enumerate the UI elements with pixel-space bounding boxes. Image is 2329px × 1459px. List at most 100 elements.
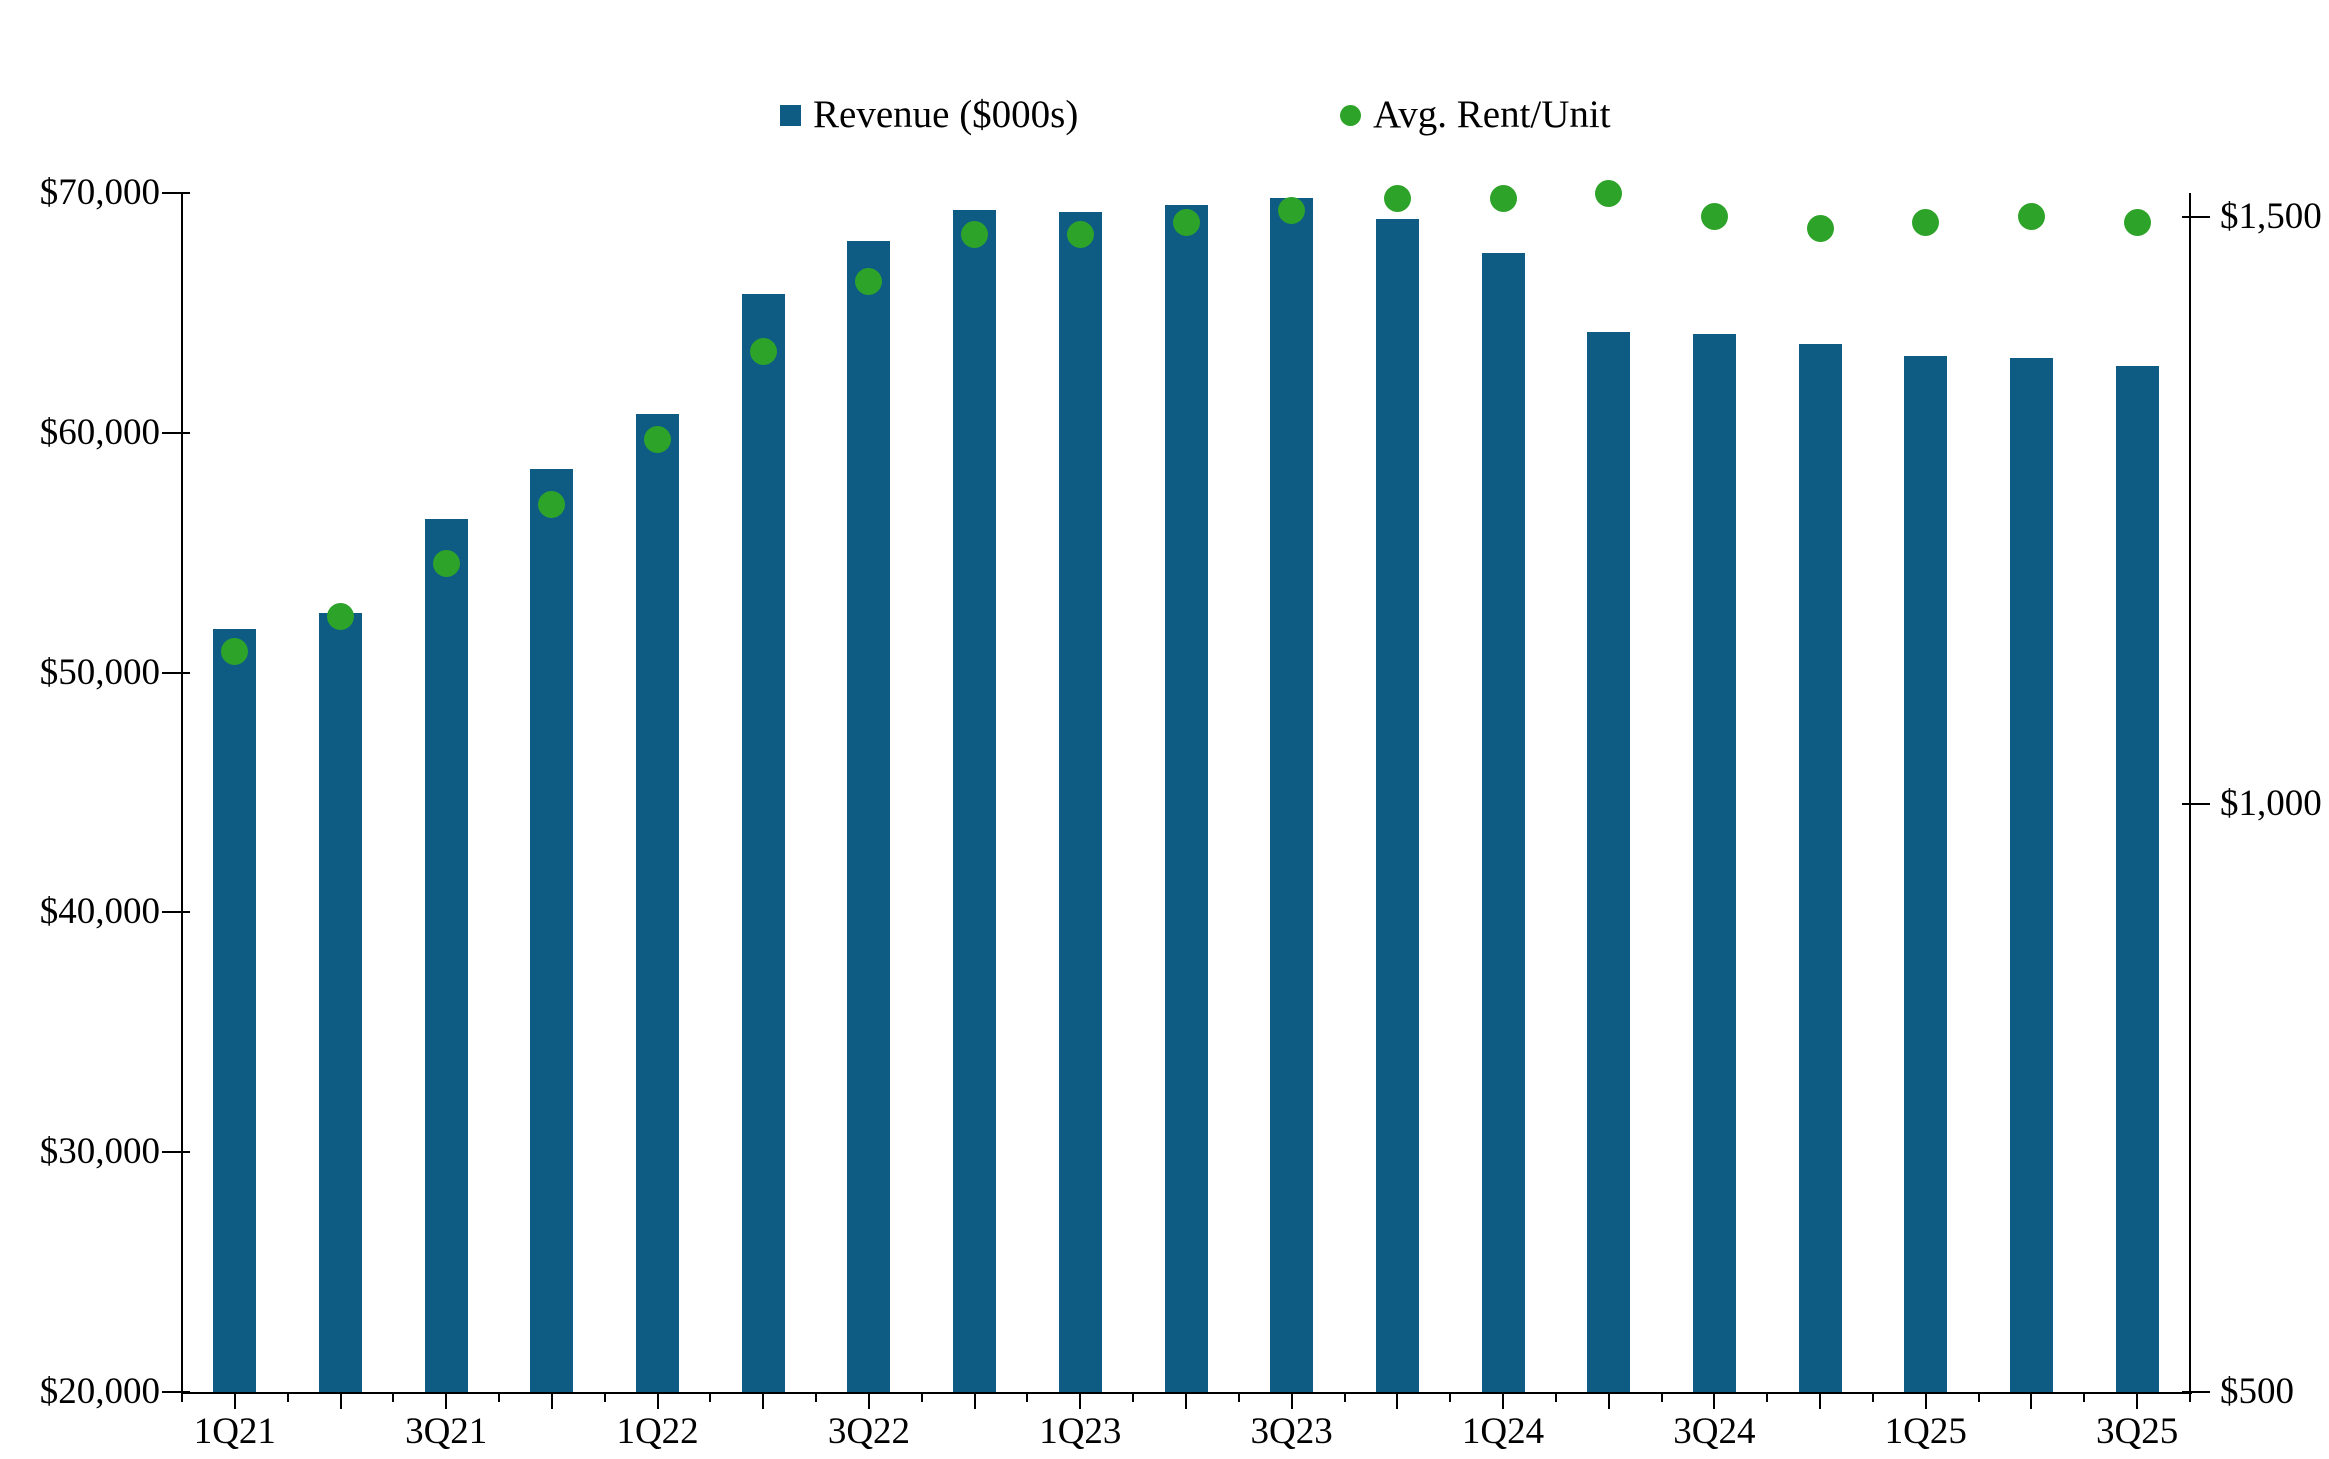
revenue-bar xyxy=(1692,334,1736,1392)
x-axis-label: 3Q21 xyxy=(405,1411,488,1452)
revenue-bar xyxy=(1798,344,1842,1392)
left-axis-tick xyxy=(162,1151,190,1154)
y-axis-label-left: $40,000 xyxy=(39,891,160,933)
rent-dot xyxy=(432,549,460,577)
revenue-bar xyxy=(1904,356,1948,1392)
x-axis-tick xyxy=(498,1392,501,1402)
x-axis-tick xyxy=(2083,1392,2086,1402)
x-axis-baseline xyxy=(182,1392,2192,1394)
revenue-bar xyxy=(319,612,363,1392)
rent-dot xyxy=(1172,208,1200,236)
revenue-bar xyxy=(1587,332,1631,1392)
x-axis-tick xyxy=(2030,1392,2033,1409)
x-axis-tick xyxy=(656,1392,659,1409)
revenue-bar xyxy=(2115,365,2159,1392)
legend-item-revenue: Revenue ($000s) xyxy=(780,93,1078,137)
left-axis-tick xyxy=(162,431,190,434)
x-axis-tick xyxy=(1343,1392,1346,1402)
left-axis-tick xyxy=(162,192,190,194)
x-axis-label: 1Q21 xyxy=(193,1411,276,1452)
right-axis-tick xyxy=(2182,1391,2210,1393)
y-axis-label-left: $60,000 xyxy=(39,411,160,453)
y-axis-label-left: $50,000 xyxy=(39,651,160,693)
x-axis-label: 3Q24 xyxy=(1673,1411,1756,1452)
x-axis-tick xyxy=(1871,1392,1874,1402)
left-axis-tick xyxy=(162,1391,190,1393)
rent-dot xyxy=(1806,214,1834,242)
revenue-bar xyxy=(1270,197,1314,1392)
y-axis-label-left: $20,000 xyxy=(39,1371,160,1412)
x-axis-tick xyxy=(1079,1392,1082,1409)
x-axis-label: 3Q22 xyxy=(827,1411,911,1452)
x-axis-tick xyxy=(339,1392,342,1409)
x-axis-tick xyxy=(286,1392,289,1402)
revenue-bar xyxy=(2009,358,2053,1392)
x-axis-tick xyxy=(1713,1392,1716,1409)
rent-dot xyxy=(961,220,989,248)
rent-dot xyxy=(1066,220,1094,248)
x-axis-tick xyxy=(973,1392,976,1409)
rent-dot xyxy=(538,491,566,518)
rent-dot xyxy=(221,637,249,665)
y-axis-right xyxy=(2189,193,2191,1394)
revenue-bar xyxy=(1058,212,1102,1392)
x-axis-tick xyxy=(1502,1392,1505,1409)
rent-dot xyxy=(1912,208,1940,236)
x-axis-label: 1Q24 xyxy=(1461,1411,1545,1452)
x-axis-tick xyxy=(1026,1392,1029,1402)
x-axis-tick xyxy=(920,1392,923,1402)
legend-label-rent: Avg. Rent/Unit xyxy=(1373,93,1611,136)
x-axis-tick xyxy=(445,1392,448,1409)
revenue-bar xyxy=(1375,219,1419,1392)
revenue-bar xyxy=(741,293,785,1392)
y-axis-label-left: $70,000 xyxy=(39,172,160,213)
y-axis-label-right: $1,000 xyxy=(2220,783,2322,825)
x-axis-tick xyxy=(2189,1392,2191,1402)
rent-dot xyxy=(644,426,672,454)
x-axis-tick xyxy=(1554,1392,1557,1402)
x-axis-tick xyxy=(1290,1392,1293,1409)
x-axis-tick xyxy=(709,1392,712,1402)
x-axis-label: 3Q23 xyxy=(1250,1411,1333,1452)
y-axis-label-left: $30,000 xyxy=(39,1131,160,1173)
revenue-bar xyxy=(213,629,257,1392)
x-axis-label: 1Q22 xyxy=(616,1411,699,1452)
rent-dot xyxy=(749,338,777,366)
x-axis-tick xyxy=(603,1392,606,1402)
x-axis-tick xyxy=(1977,1392,1980,1402)
x-axis-tick xyxy=(1132,1392,1135,1402)
rent-dot xyxy=(1383,185,1411,213)
x-axis-tick xyxy=(1924,1392,1927,1409)
x-axis-tick xyxy=(550,1392,553,1409)
x-axis-tick xyxy=(1396,1392,1399,1409)
rent-legend-dot-icon xyxy=(1340,104,1361,126)
rent-dot xyxy=(2017,203,2045,230)
x-axis-tick xyxy=(233,1392,236,1409)
revenue-bar xyxy=(424,519,468,1392)
revenue-bar xyxy=(953,209,997,1392)
revenue-bar xyxy=(847,240,891,1392)
legend-item-rent: Avg. Rent/Unit xyxy=(1340,93,1611,137)
y-axis-label-right: $500 xyxy=(2220,1371,2294,1412)
x-axis-tick xyxy=(1237,1392,1240,1402)
x-axis-label: 1Q23 xyxy=(1039,1411,1122,1452)
y-axis-label-right: $1,500 xyxy=(2220,195,2322,237)
rent-dot xyxy=(855,267,883,295)
revenue-bar xyxy=(1164,204,1208,1392)
right-axis-tick xyxy=(2182,803,2210,806)
left-axis-tick xyxy=(162,911,190,914)
y-axis-left xyxy=(181,193,183,1394)
x-axis-tick xyxy=(762,1392,765,1409)
rent-dot xyxy=(1489,185,1517,213)
rent-dot xyxy=(1595,179,1623,207)
left-axis-tick xyxy=(162,671,190,674)
x-axis-tick xyxy=(1819,1392,1822,1409)
x-axis-tick xyxy=(1449,1392,1452,1402)
revenue-bar xyxy=(530,468,574,1392)
rent-dot xyxy=(2123,208,2151,236)
legend-label-revenue: Revenue ($000s) xyxy=(813,93,1079,136)
x-axis-tick xyxy=(2136,1392,2139,1409)
revenue-bar xyxy=(636,413,680,1392)
rent-dot xyxy=(327,602,355,630)
